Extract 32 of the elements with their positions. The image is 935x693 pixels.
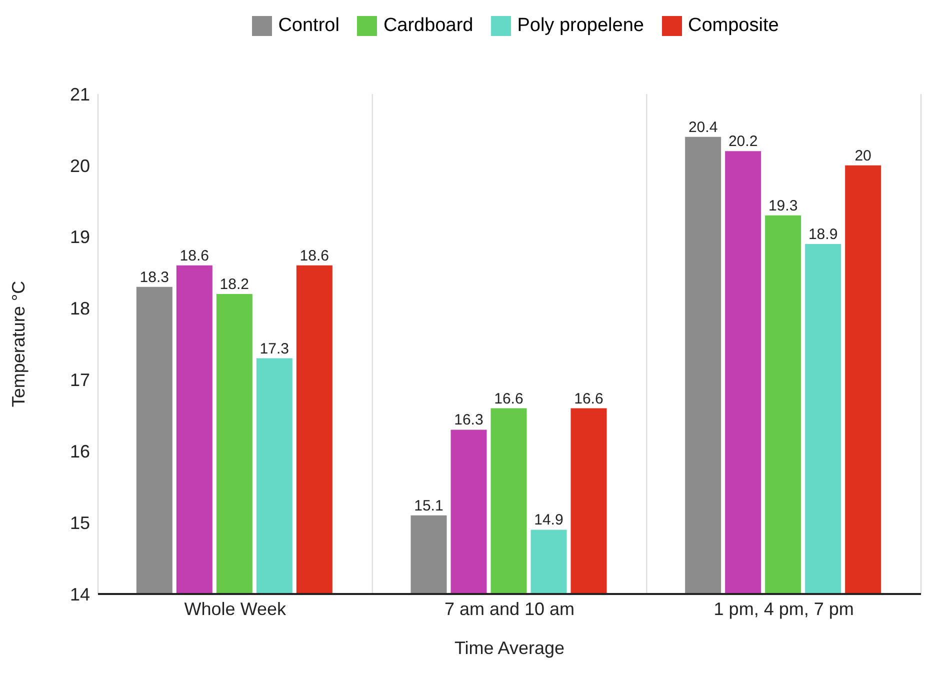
data-label: 14.9 — [534, 512, 564, 529]
data-label: 18.9 — [808, 226, 838, 243]
x-tick-label: 7 am and 10 am — [444, 598, 575, 619]
y-tick-label: 17 — [70, 370, 90, 390]
y-tick-label: 15 — [70, 512, 90, 533]
y-tick-label: 16 — [70, 442, 90, 462]
legend-label: Composite — [688, 15, 779, 37]
legend-label: Control — [278, 15, 340, 37]
data-label: 16.6 — [574, 390, 604, 408]
y-tick-label: 18 — [70, 298, 90, 319]
data-label: 20 — [854, 147, 872, 164]
data-label: 16.6 — [494, 390, 524, 408]
y-tick-label: 14 — [70, 584, 90, 604]
x-tick-label: Whole Week — [184, 598, 288, 619]
data-label: 18.6 — [300, 247, 330, 264]
y-axis-title: Temperature °C — [8, 280, 28, 408]
data-label: 18.6 — [180, 247, 210, 264]
data-label: 20.2 — [728, 133, 758, 150]
x-tick-label: 1 pm, 4 pm, 7 pm — [714, 598, 854, 619]
data-label: 18.3 — [140, 268, 170, 286]
data-label: 17.3 — [260, 340, 290, 358]
legend-label: Cardboard — [383, 15, 474, 37]
y-tick-label: 19 — [70, 227, 90, 248]
y-tick-label: 21 — [70, 84, 90, 104]
data-label: 15.1 — [414, 497, 444, 514]
x-axis-title: Time Average — [454, 638, 565, 658]
legend-label: Poly propelene — [517, 15, 644, 37]
data-label: 19.3 — [768, 197, 798, 214]
data-label: 18.2 — [220, 276, 250, 293]
y-tick-label: 20 — [70, 156, 90, 176]
data-label: 20.4 — [688, 118, 718, 136]
data-label: 16.3 — [454, 412, 484, 429]
